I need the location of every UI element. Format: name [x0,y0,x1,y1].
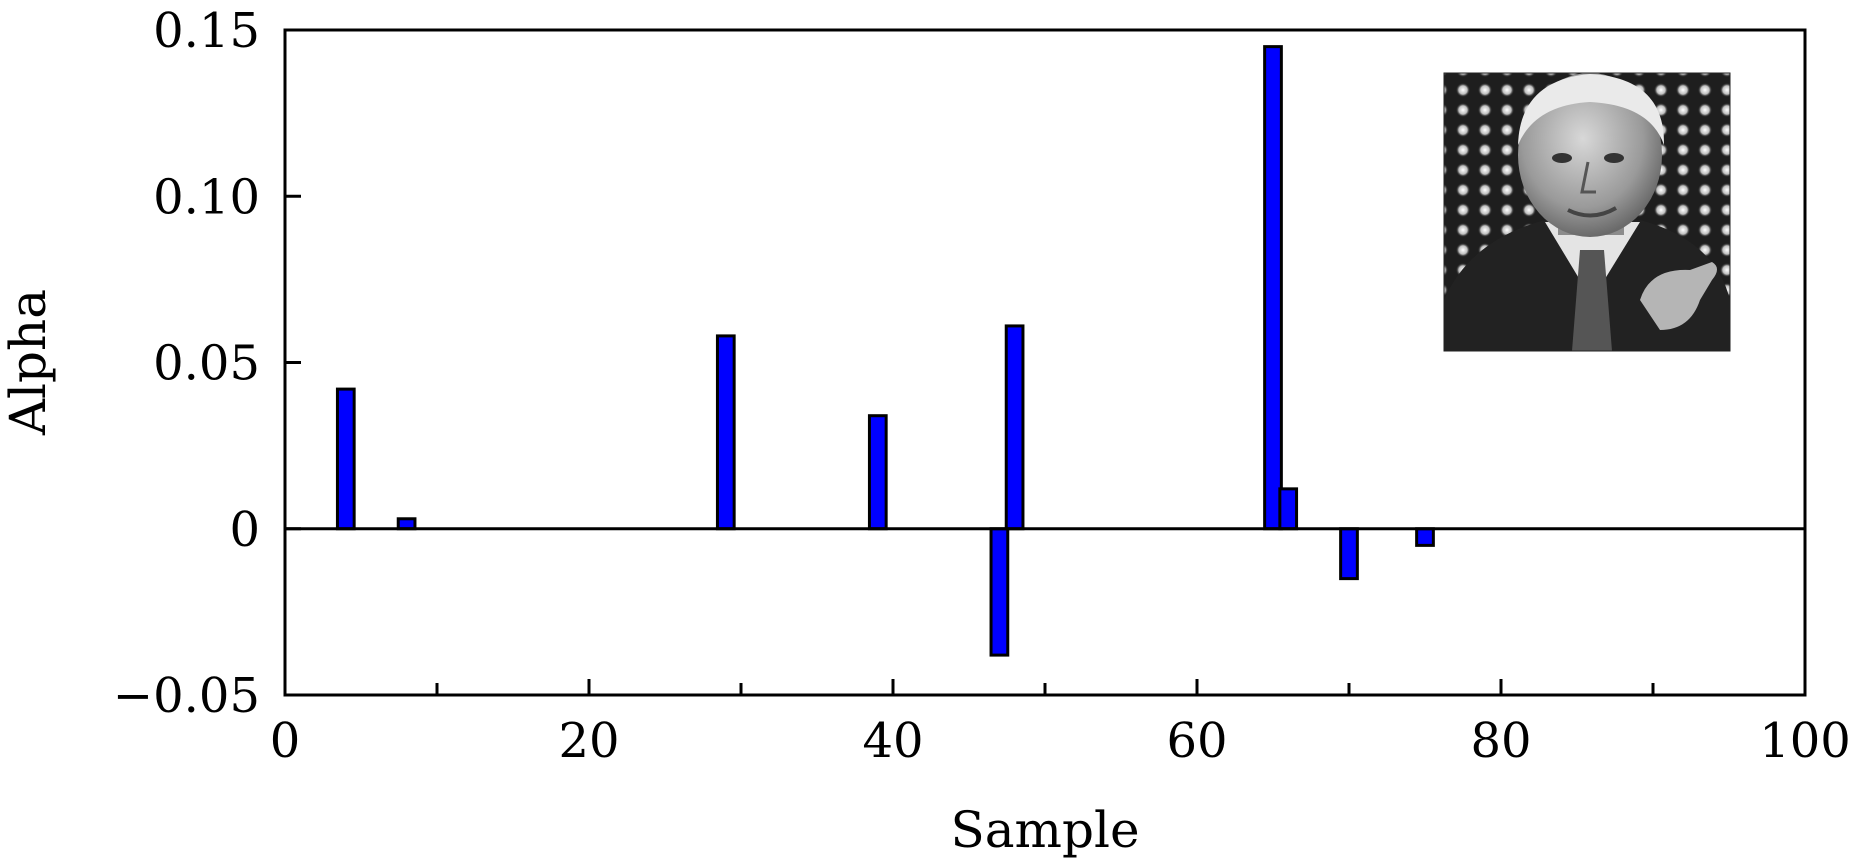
bar-9 [1339,527,1359,581]
bar-10 [1415,527,1435,547]
y-tick-label: 0.05 [153,336,260,392]
bars-group [335,45,1435,657]
bar-3 [715,334,736,531]
x-axis-label: Sample [950,801,1139,859]
x-tick-label: 20 [558,713,619,769]
bar-6 [1004,324,1025,531]
y-axis-label: Alpha [0,289,57,436]
x-tick-label: 40 [862,713,923,769]
y-tick-label: 0 [229,502,260,558]
x-tick-label: 80 [1470,713,1531,769]
y-tick-label: −0.05 [113,668,260,724]
y-tick-label: 0.15 [153,3,260,59]
bar-5 [989,527,1010,657]
bar-7 [1263,45,1283,531]
y-tick-label: 0.10 [153,169,260,225]
inset-face-photo [1443,72,1731,352]
bar-8 [1278,487,1299,531]
bar-1 [335,387,356,531]
x-tick-label: 100 [1759,713,1851,769]
bar-4 [867,414,888,531]
x-tick-label: 0 [270,713,301,769]
x-tick-label: 60 [1166,713,1227,769]
